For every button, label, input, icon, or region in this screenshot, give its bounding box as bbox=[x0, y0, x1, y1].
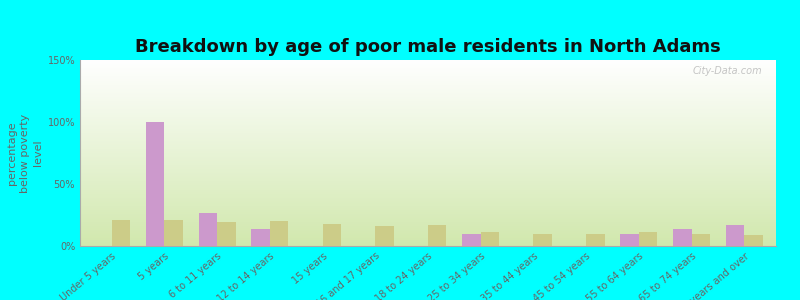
Bar bbox=[692, 234, 710, 246]
Bar bbox=[251, 229, 270, 246]
Bar bbox=[744, 235, 763, 246]
Bar bbox=[428, 225, 446, 246]
Bar bbox=[164, 220, 183, 246]
Y-axis label: percentage
below poverty
level: percentage below poverty level bbox=[7, 113, 43, 193]
Bar bbox=[726, 225, 744, 246]
Bar bbox=[198, 212, 217, 246]
Bar bbox=[462, 234, 481, 246]
Title: Breakdown by age of poor male residents in North Adams: Breakdown by age of poor male residents … bbox=[135, 38, 721, 56]
Bar bbox=[673, 229, 692, 246]
Bar bbox=[481, 232, 499, 246]
Bar bbox=[217, 222, 235, 246]
Bar bbox=[621, 234, 639, 246]
Bar bbox=[270, 221, 288, 246]
Bar bbox=[375, 226, 394, 246]
Bar bbox=[534, 234, 552, 246]
Text: City-Data.com: City-Data.com bbox=[693, 66, 762, 76]
Bar bbox=[639, 232, 658, 246]
Bar bbox=[586, 234, 605, 246]
Bar bbox=[146, 122, 164, 246]
Bar bbox=[112, 220, 130, 246]
Bar bbox=[322, 224, 341, 246]
